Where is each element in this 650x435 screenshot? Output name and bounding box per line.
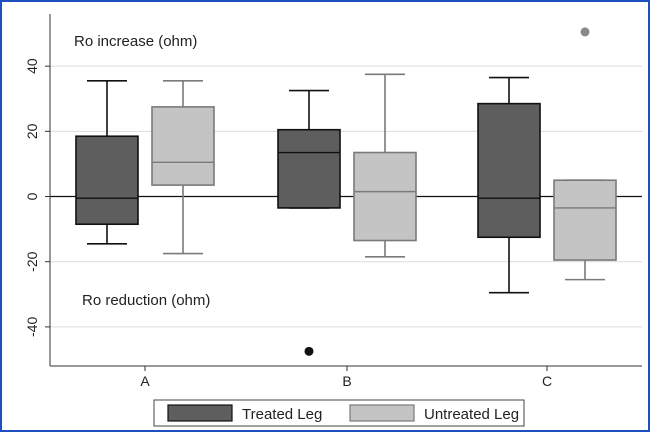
y-tick-label: -40 (24, 317, 40, 337)
iqr-box (353, 151, 417, 242)
outlier-point (304, 346, 314, 356)
y-tick-label: -20 (24, 251, 40, 271)
legend: Treated Leg Untreated Leg (153, 399, 525, 427)
annotation-reduction: Ro reduction (ohm) (82, 292, 210, 309)
annotation-increase: Ro increase (ohm) (74, 33, 197, 50)
box-untreated-leg-B (353, 73, 417, 258)
y-tick-label: 0 (24, 192, 40, 200)
box-treated-leg-C (477, 76, 541, 294)
iqr-box (553, 179, 617, 261)
iqr-box (477, 102, 541, 239)
iqr-box (277, 128, 341, 209)
y-tick-label: 40 (24, 58, 40, 74)
legend-label: Treated Leg (242, 406, 322, 423)
legend-swatch (349, 404, 415, 422)
iqr-box (75, 135, 139, 226)
box-treated-leg-B (277, 89, 341, 356)
box-untreated-leg-A (151, 80, 215, 255)
legend-swatch (167, 404, 233, 422)
outlier-point (580, 27, 590, 37)
x-tick-label: C (542, 373, 552, 389)
legend-label: Untreated Leg (424, 406, 519, 423)
y-tick-label: 20 (24, 123, 40, 139)
x-tick-label: A (140, 373, 150, 389)
x-tick-label: B (342, 373, 351, 389)
box-untreated-leg-C (553, 27, 617, 281)
iqr-box (151, 106, 215, 186)
axes: 40 20 0 -20 -40 A B C (24, 14, 642, 389)
box-treated-leg-A (75, 80, 139, 245)
boxes (75, 27, 617, 356)
gridlines (50, 65, 642, 328)
box-plot-chart: 40 20 0 -20 -40 A B C Ro increase (ohm) Ro redu… (24, 14, 642, 427)
